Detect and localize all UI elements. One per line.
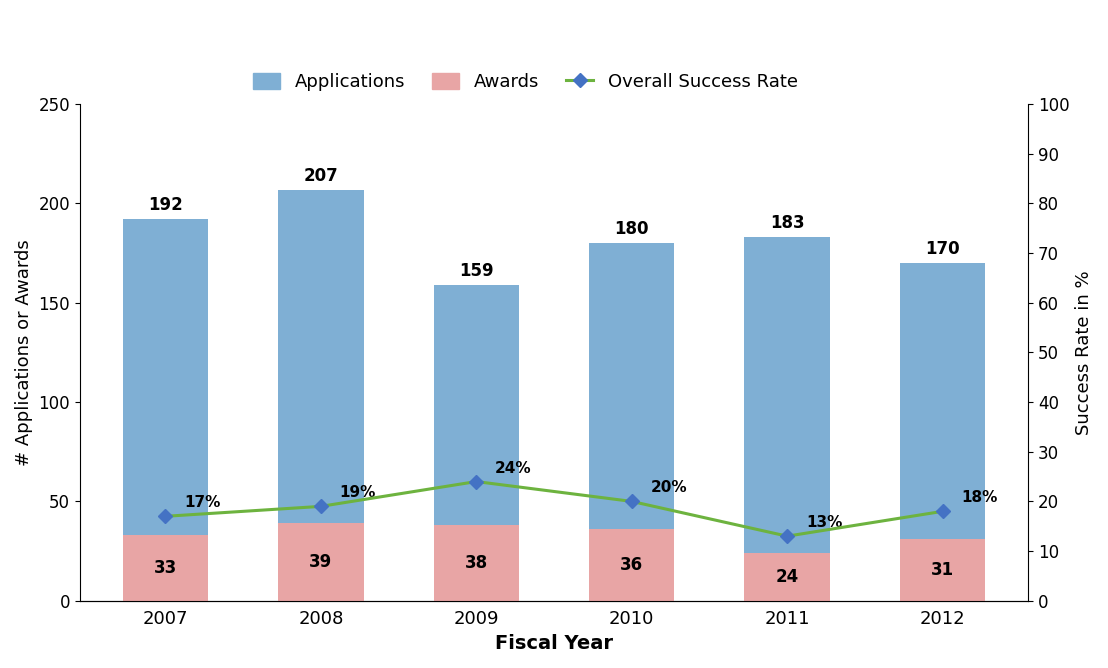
Bar	[745, 553, 830, 601]
Bar	[433, 525, 519, 601]
Bar	[589, 529, 675, 601]
Text: 31: 31	[931, 561, 954, 579]
Bar	[589, 243, 675, 601]
Text: 192: 192	[148, 196, 183, 214]
Y-axis label: # Applications or Awards: # Applications or Awards	[16, 239, 33, 466]
Text: 24: 24	[776, 568, 799, 586]
Bar	[745, 237, 830, 601]
Overall Success Rate	[625, 498, 638, 506]
Overall Success Rate	[470, 478, 483, 486]
Bar	[123, 219, 208, 601]
Bar	[900, 539, 985, 601]
Text: 18%: 18%	[962, 490, 997, 506]
Text: 170: 170	[925, 240, 960, 258]
Y-axis label: Success Rate in %: Success Rate in %	[1075, 270, 1092, 435]
X-axis label: Fiscal Year: Fiscal Year	[495, 634, 613, 653]
Text: 39: 39	[309, 553, 332, 571]
Text: 159: 159	[459, 262, 493, 280]
Overall Success Rate	[315, 502, 328, 510]
Overall Success Rate	[936, 507, 950, 515]
Bar	[900, 263, 985, 601]
Overall Success Rate	[780, 532, 793, 540]
Bar	[123, 535, 208, 601]
Text: 20%: 20%	[650, 480, 687, 496]
Text: 180: 180	[615, 220, 649, 238]
Legend: Applications, Awards, Overall Success Rate: Applications, Awards, Overall Success Ra…	[244, 63, 807, 100]
Overall Success Rate	[158, 512, 172, 520]
Text: 36: 36	[620, 556, 644, 574]
Bar	[278, 523, 363, 601]
Text: 19%: 19%	[339, 486, 376, 500]
Text: 33: 33	[154, 559, 177, 577]
Text: 17%: 17%	[184, 496, 220, 510]
Line: Overall Success Rate: Overall Success Rate	[161, 477, 947, 541]
Bar	[433, 285, 519, 601]
Text: 13%: 13%	[806, 515, 842, 530]
Text: 24%: 24%	[495, 461, 532, 476]
Text: 38: 38	[464, 554, 488, 572]
Bar	[278, 190, 363, 601]
Text: 207: 207	[304, 166, 338, 184]
Text: 183: 183	[770, 214, 804, 232]
